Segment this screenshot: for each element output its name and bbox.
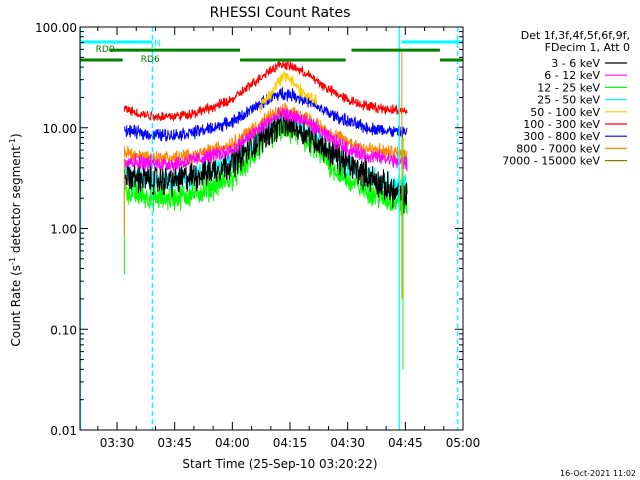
y-axis-label: Count Rate (s-1 detector segment-1): [8, 133, 23, 346]
series-line-50-100-kev: [258, 71, 318, 114]
legend-header-line-2: FDecim 1, Att 0: [545, 41, 630, 54]
legend-label-3: 12 - 25 keV: [537, 81, 600, 94]
legend-label-6: 100 - 300 keV: [523, 118, 600, 131]
x-tick-label: 04:30: [330, 436, 365, 450]
series-line-6-12-kev: [124, 107, 408, 172]
generation-timestamp: 16-Oct-2021 11:02: [560, 469, 636, 478]
x-tick-label: 04:45: [388, 436, 423, 450]
legend-label-7: 300 - 800 keV: [523, 130, 600, 143]
x-tick-label: 03:30: [100, 436, 135, 450]
legend-label-4: 25 - 50 keV: [537, 94, 600, 107]
x-axis-label: Start Time (25-Sep-10 03:20:22): [182, 457, 377, 471]
legend-header-line-1: Det 1f,3f,4f,5f,6f,9f,: [521, 29, 630, 42]
y-tick-label: 10.00: [43, 122, 77, 136]
y-tick-label: 100.00: [35, 21, 77, 35]
legend-label-8: 800 - 7000 keV: [516, 142, 600, 155]
flag-label-rd6: RD6: [141, 55, 160, 65]
x-tick-label: 03:45: [157, 436, 192, 450]
y-tick-label: 0.01: [50, 424, 77, 438]
legend-label-1: 3 - 6 keV: [551, 57, 600, 70]
legend-label-9: 7000 - 15000 keV: [502, 155, 600, 168]
x-tick-label: 05:00: [446, 436, 481, 450]
legend-label-5: 50 - 100 keV: [530, 106, 600, 119]
y-tick-label: 0.10: [50, 323, 77, 337]
plot-frame: [79, 26, 464, 431]
flag-label-rd0: RD0: [96, 45, 115, 55]
flag-label-n: N: [154, 39, 161, 49]
y-tick-label: 1.00: [50, 223, 77, 237]
x-tick-label: 04:15: [273, 436, 308, 450]
series-line-3-6-kev: [123, 107, 408, 214]
chart-title: RHESSI Count Rates: [210, 5, 351, 21]
legend-label-2: 6 - 12 keV: [544, 69, 600, 82]
x-tick-label: 04:00: [215, 436, 250, 450]
series-line-100-300-kev: [123, 60, 408, 122]
